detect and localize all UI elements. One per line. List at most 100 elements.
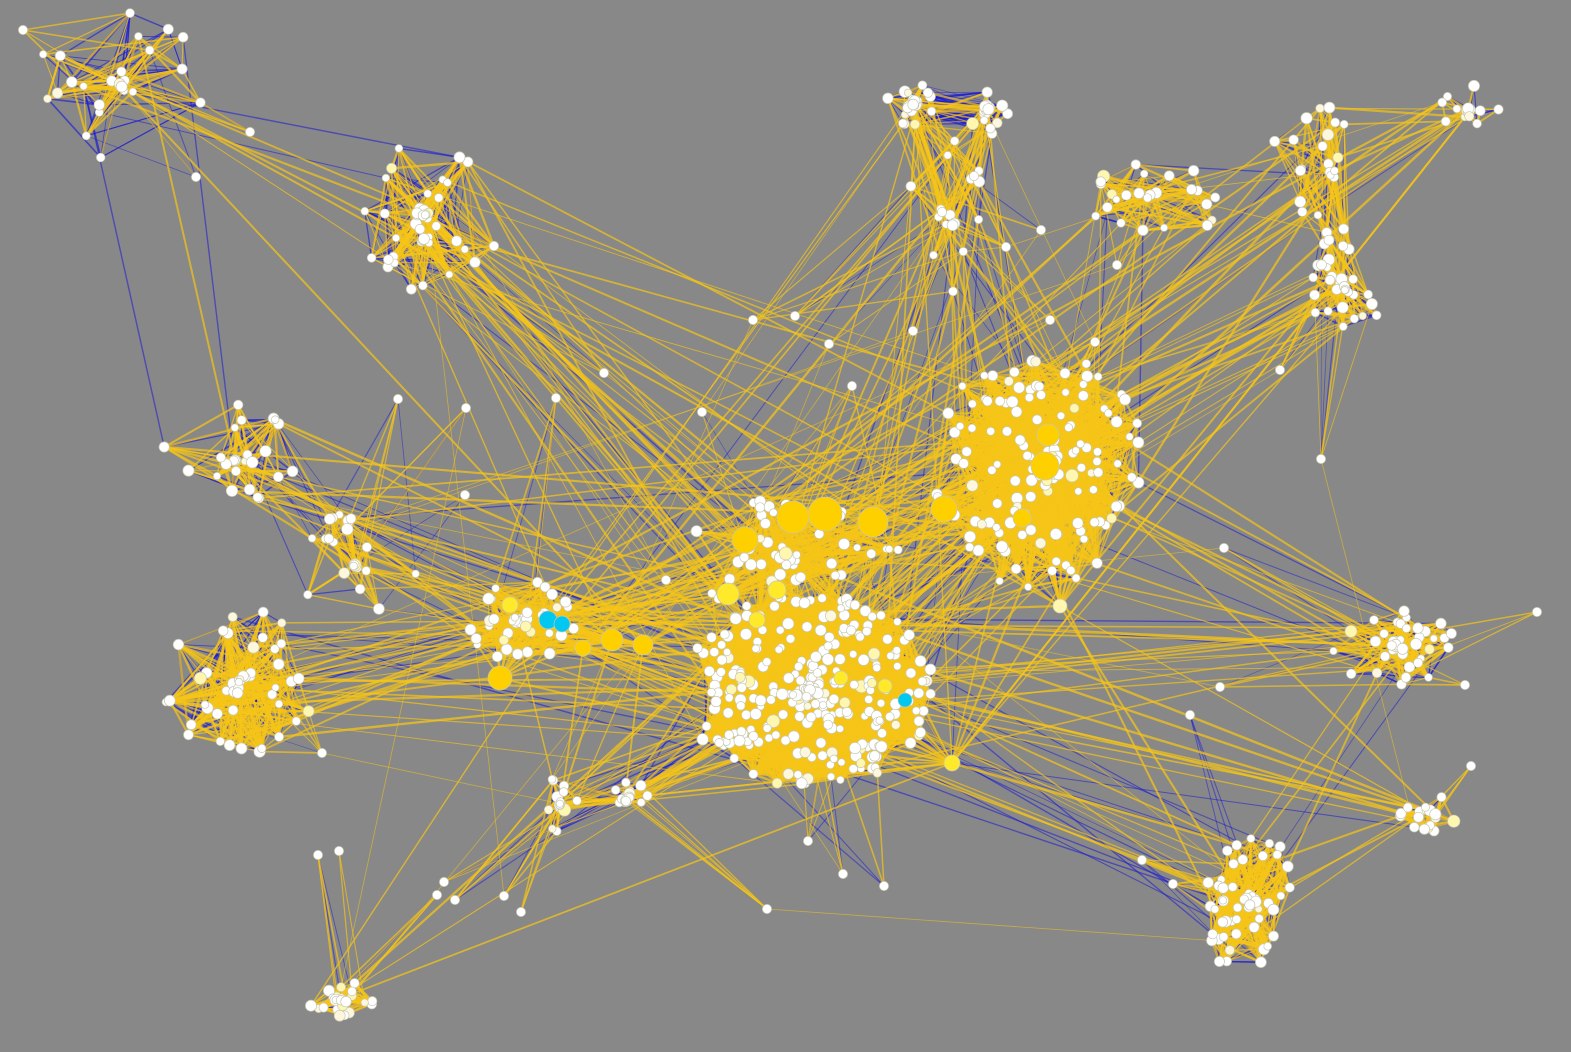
- graph-node[interactable]: [1025, 524, 1037, 536]
- graph-node[interactable]: [1294, 165, 1306, 177]
- graph-node[interactable]: [286, 465, 299, 478]
- graph-node[interactable]: [1371, 310, 1382, 321]
- graph-node[interactable]: [742, 601, 752, 611]
- graph-node[interactable]: [1409, 822, 1420, 833]
- graph-node-satellite[interactable]: [847, 381, 857, 391]
- graph-node-satellite[interactable]: [838, 869, 848, 879]
- graph-node[interactable]: [559, 596, 572, 608]
- graph-node[interactable]: [1217, 882, 1229, 894]
- graph-node[interactable]: [775, 625, 785, 635]
- graph-node[interactable]: [1187, 165, 1200, 177]
- graph-node[interactable]: [856, 758, 866, 769]
- graph-node-satellite[interactable]: [661, 575, 671, 585]
- graph-node[interactable]: [642, 790, 653, 801]
- graph-node[interactable]: [907, 98, 919, 111]
- graph-node[interactable]: [193, 671, 207, 685]
- graph-node[interactable]: [460, 245, 469, 254]
- graph-node[interactable]: [227, 612, 238, 622]
- graph-node[interactable]: [736, 682, 747, 693]
- graph-node[interactable]: [995, 540, 1009, 553]
- graph-node[interactable]: [771, 777, 783, 789]
- graph-node[interactable]: [706, 687, 716, 697]
- graph-node[interactable]: [958, 246, 968, 257]
- graph-node[interactable]: [96, 152, 106, 163]
- graph-node[interactable]: [547, 774, 557, 784]
- graph-node[interactable]: [926, 106, 937, 116]
- graph-node[interactable]: [821, 653, 835, 666]
- graph-node-satellite[interactable]: [393, 394, 403, 404]
- graph-node[interactable]: [1330, 166, 1339, 176]
- graph-node[interactable]: [716, 654, 728, 666]
- graph-node[interactable]: [780, 735, 791, 746]
- graph-node[interactable]: [1160, 223, 1169, 232]
- graph-node[interactable]: [1010, 406, 1023, 418]
- graph-node[interactable]: [1435, 617, 1447, 630]
- graph-node[interactable]: [1006, 395, 1019, 408]
- graph-node[interactable]: [1201, 198, 1213, 210]
- graph-node[interactable]: [824, 609, 837, 622]
- graph-node[interactable]: [543, 805, 554, 815]
- graph-node[interactable]: [1284, 882, 1295, 893]
- graph-node[interactable]: [225, 484, 239, 497]
- graph-node-satellite[interactable]: [450, 895, 460, 905]
- graph-node[interactable]: [917, 676, 928, 687]
- graph-node[interactable]: [994, 395, 1005, 407]
- graph-node[interactable]: [418, 233, 430, 245]
- graph-node[interactable]: [1267, 903, 1280, 916]
- graph-node[interactable]: [893, 617, 902, 626]
- graph-node[interactable]: [386, 162, 398, 174]
- graph-node[interactable]: [976, 519, 987, 530]
- graph-node[interactable]: [1081, 359, 1091, 369]
- graph-node[interactable]: [913, 687, 925, 699]
- graph-node[interactable]: [1308, 272, 1318, 283]
- graph-node[interactable]: [1051, 556, 1061, 567]
- graph-node-hub[interactable]: [943, 754, 961, 772]
- graph-node[interactable]: [366, 253, 377, 263]
- graph-node[interactable]: [914, 726, 927, 739]
- graph-node[interactable]: [318, 1002, 329, 1013]
- graph-node[interactable]: [200, 700, 210, 709]
- graph-node[interactable]: [762, 723, 772, 733]
- graph-node[interactable]: [882, 92, 894, 104]
- graph-node-satellite[interactable]: [551, 393, 561, 403]
- graph-node[interactable]: [1309, 289, 1320, 301]
- graph-node[interactable]: [724, 729, 734, 740]
- graph-node[interactable]: [1095, 176, 1107, 187]
- graph-node[interactable]: [769, 508, 778, 517]
- graph-node[interactable]: [803, 702, 812, 711]
- graph-node[interactable]: [1110, 500, 1122, 513]
- graph-node[interactable]: [115, 80, 128, 93]
- graph-node[interactable]: [834, 653, 846, 665]
- graph-node[interactable]: [1130, 159, 1141, 170]
- graph-node-hub[interactable]: [833, 670, 849, 686]
- graph-node[interactable]: [864, 694, 874, 704]
- graph-node[interactable]: [381, 173, 391, 183]
- graph-node[interactable]: [340, 995, 352, 1008]
- graph-node[interactable]: [867, 611, 877, 622]
- graph-node[interactable]: [291, 716, 301, 726]
- graph-node[interactable]: [532, 576, 543, 588]
- graph-node[interactable]: [946, 219, 959, 232]
- graph-node[interactable]: [1468, 79, 1480, 92]
- graph-node[interactable]: [788, 690, 797, 699]
- graph-node[interactable]: [1246, 834, 1256, 843]
- graph-node[interactable]: [1323, 101, 1336, 114]
- graph-node[interactable]: [488, 240, 500, 252]
- graph-node[interactable]: [824, 631, 835, 643]
- graph-node[interactable]: [1369, 635, 1382, 648]
- graph-node[interactable]: [361, 566, 371, 576]
- graph-node[interactable]: [1323, 234, 1335, 246]
- graph-node[interactable]: [411, 569, 420, 578]
- graph-node[interactable]: [703, 665, 715, 677]
- graph-node-hub[interactable]: [1030, 451, 1060, 481]
- graph-node[interactable]: [882, 634, 893, 645]
- graph-node[interactable]: [1025, 474, 1038, 487]
- graph-node[interactable]: [176, 63, 188, 75]
- graph-node[interactable]: [418, 280, 428, 291]
- graph-node[interactable]: [1396, 642, 1409, 655]
- graph-node[interactable]: [795, 675, 806, 686]
- graph-node[interactable]: [1474, 105, 1486, 117]
- graph-node[interactable]: [892, 646, 902, 655]
- graph-node[interactable]: [302, 705, 315, 718]
- graph-node[interactable]: [394, 144, 404, 153]
